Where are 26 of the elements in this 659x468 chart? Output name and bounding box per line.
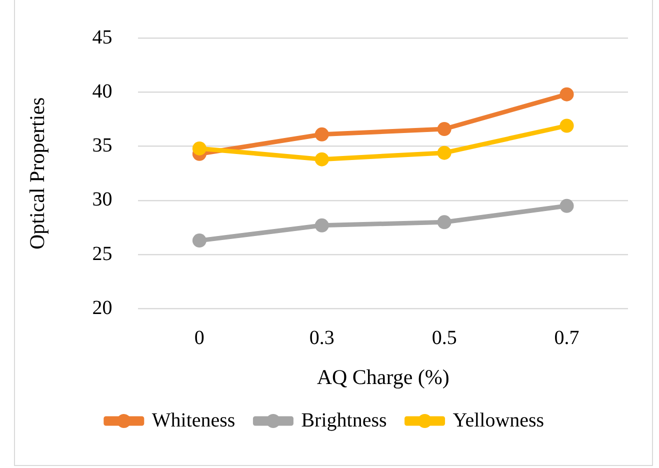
point bbox=[437, 146, 452, 160]
x-tick-label: 0.3 bbox=[309, 327, 334, 350]
y-tick-label: 45 bbox=[92, 26, 112, 48]
y-tick-label: 25 bbox=[92, 242, 112, 265]
point bbox=[437, 122, 452, 136]
point bbox=[560, 198, 574, 213]
point bbox=[437, 215, 452, 230]
x-axis-title: AQ Charge (%) bbox=[316, 364, 450, 389]
point bbox=[560, 87, 574, 102]
point bbox=[560, 118, 574, 133]
legend-label: Whiteness bbox=[152, 409, 236, 432]
legend-label: Yellowness bbox=[452, 409, 544, 432]
x-tick-label: 0 bbox=[194, 327, 204, 350]
point bbox=[314, 218, 329, 232]
y-tick-label: 35 bbox=[92, 134, 112, 157]
y-tick-label: 20 bbox=[92, 297, 112, 320]
y-axis-title: Optical Properties bbox=[25, 97, 50, 250]
point bbox=[314, 127, 329, 142]
y-tick-label: 30 bbox=[92, 188, 112, 211]
y-tick-label: 40 bbox=[92, 80, 112, 102]
legend-label: Brightness bbox=[301, 409, 387, 432]
x-tick-label: 0.5 bbox=[432, 327, 457, 350]
x-tick-label: 0.7 bbox=[554, 327, 580, 350]
point bbox=[192, 234, 206, 248]
point bbox=[314, 152, 329, 166]
point bbox=[192, 141, 206, 156]
